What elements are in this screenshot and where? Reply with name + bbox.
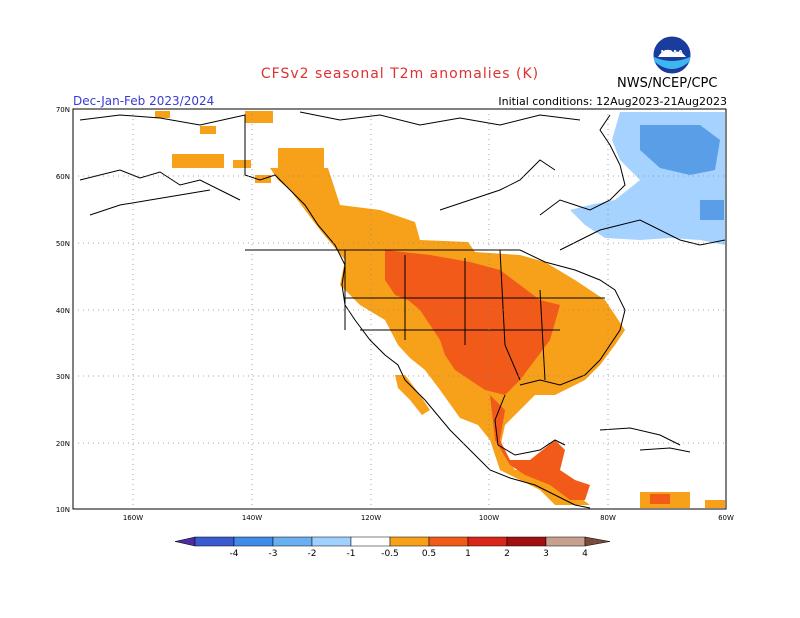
lon-label-140w: 140W — [242, 514, 262, 522]
forecast-period: Dec-Jan-Feb 2023/2024 — [73, 94, 215, 108]
lat-label-40n: 40N — [56, 307, 70, 315]
map-title: CFSv2 seasonal T2m anomalies (K) — [260, 66, 540, 82]
color-legend: -4 -3 -2 -1 -0.5 0.5 1 2 3 4 — [174, 536, 611, 559]
legend-label: -3 — [269, 549, 278, 559]
legend-swatch — [467, 536, 508, 547]
initial-conditions: Initial conditions: 12Aug2023-21Aug2023 — [498, 95, 727, 108]
legend-label: 2 — [504, 549, 510, 559]
lat-label-30n: 30N — [56, 373, 70, 381]
legend-swatch — [545, 536, 586, 547]
legend-label: 1 — [465, 549, 471, 559]
legend-label: -2 — [308, 549, 317, 559]
legend-label: -1 — [347, 549, 356, 559]
latitude-labels: 70N 60N 50N 40N 30N 20N 10N — [56, 106, 70, 514]
cool-anomaly-strong — [640, 125, 724, 220]
legend-swatch — [311, 536, 352, 547]
legend-swatch — [350, 536, 391, 547]
lon-label-120w: 120W — [361, 514, 381, 522]
lat-label-50n: 50N — [56, 240, 70, 248]
map-frame — [72, 108, 727, 510]
lat-label-20n: 20N — [56, 440, 70, 448]
legend-label: -0.5 — [381, 549, 399, 559]
logo-text: NOAA — [661, 49, 684, 57]
legend-arrow-right — [584, 536, 611, 547]
noaa-logo: NOAA — [652, 35, 692, 75]
legend-swatch — [194, 536, 235, 547]
agency-label: NWS/NCEP/CPC — [617, 76, 718, 91]
lon-label-80w: 80W — [600, 514, 616, 522]
warm-anomaly-strong — [385, 250, 670, 504]
lon-label-100w: 100W — [479, 514, 499, 522]
longitude-labels: 160W 140W 120W 100W 80W 60W — [123, 514, 734, 522]
legend-label: 0.5 — [422, 549, 436, 559]
legend-label: -4 — [230, 549, 239, 559]
legend-arrow-left — [174, 536, 196, 547]
lat-label-60n: 60N — [56, 173, 70, 181]
legend-swatch — [233, 536, 274, 547]
legend-label: 4 — [582, 549, 588, 559]
lon-label-160w: 160W — [123, 514, 143, 522]
legend-swatch — [389, 536, 430, 547]
lat-label-70n: 70N — [56, 106, 70, 114]
legend-swatch — [272, 536, 313, 547]
graticule — [73, 109, 726, 509]
legend-swatch — [506, 536, 547, 547]
lon-label-60w: 60W — [718, 514, 734, 522]
legend-swatch — [428, 536, 469, 547]
lat-label-10n: 10N — [56, 506, 70, 514]
legend-label: 3 — [543, 549, 549, 559]
